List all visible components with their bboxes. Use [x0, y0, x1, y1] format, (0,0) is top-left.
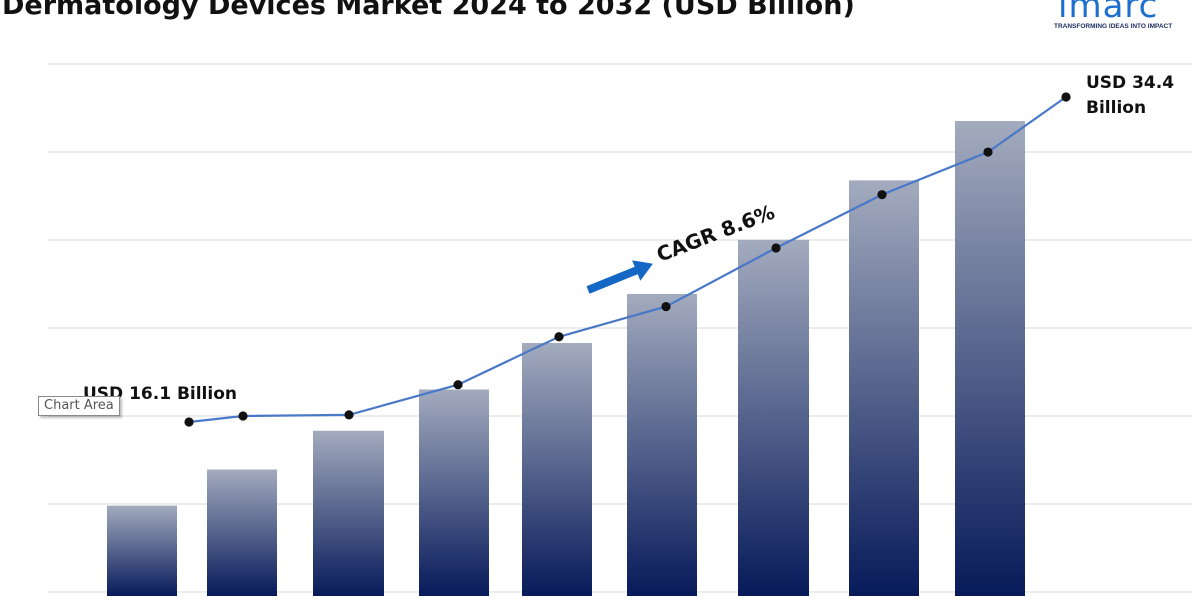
trend-point-0 — [184, 417, 194, 427]
logo-wordmark: imarc — [1058, 0, 1159, 26]
cagr-arrow-shape — [586, 260, 653, 294]
trend-point-2 — [344, 410, 354, 420]
trend-point-9 — [1061, 92, 1071, 102]
bar-2024 — [107, 505, 177, 596]
bar-2028 — [522, 343, 592, 596]
bar-2032 — [955, 121, 1025, 596]
end-value-label-line1: USD 34.4 — [1086, 73, 1174, 93]
chart-title: Dermatology Devices Market 2024 to 2032 … — [2, 0, 855, 21]
bar-series — [107, 121, 1025, 596]
trend-point-3 — [453, 380, 463, 390]
logo-tagline: TRANSFORMING IDEAS INTO IMPACT — [1054, 23, 1173, 30]
trend-point-7 — [877, 190, 887, 200]
end-value-label-line2: Billion — [1086, 98, 1146, 118]
trend-point-1 — [238, 411, 248, 421]
cagr-arrow-head — [586, 260, 653, 294]
start-value-label: USD 16.1 Billion — [83, 384, 237, 404]
bar-2031 — [849, 180, 919, 596]
chart-area-tooltip: Chart Area — [38, 396, 120, 416]
bar-2026 — [313, 430, 384, 596]
trend-polyline — [188, 96, 1067, 424]
trend-point-8 — [983, 147, 993, 157]
bar-2025 — [207, 469, 277, 596]
trend-line — [184, 92, 1071, 427]
imarc-logo: imarc TRANSFORMING IDEAS INTO IMPACT — [1040, 0, 1200, 40]
bar-2029 — [627, 293, 697, 596]
trend-point-6 — [771, 243, 781, 253]
bar-2030 — [738, 239, 809, 596]
bar-2027 — [419, 389, 489, 596]
trend-point-4 — [554, 332, 564, 342]
trend-point-5 — [661, 301, 671, 312]
cagr-arrow — [586, 260, 653, 294]
